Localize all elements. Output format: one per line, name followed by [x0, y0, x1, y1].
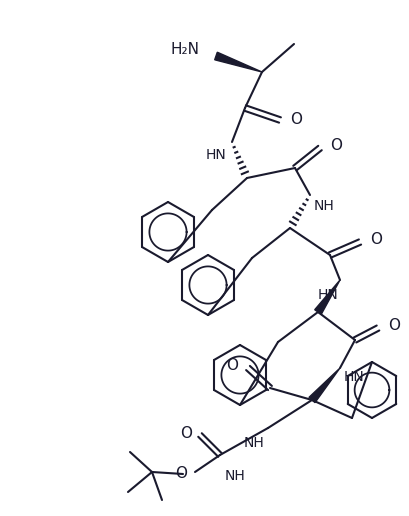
Text: NH: NH [243, 436, 264, 450]
Text: HN: HN [317, 288, 338, 302]
Polygon shape [315, 280, 340, 314]
Text: O: O [388, 318, 400, 333]
Text: O: O [180, 426, 192, 441]
Polygon shape [309, 368, 340, 402]
Polygon shape [215, 52, 262, 72]
Text: O: O [226, 359, 238, 374]
Text: O: O [290, 112, 302, 127]
Text: O: O [175, 466, 187, 481]
Text: NH: NH [314, 199, 335, 213]
Text: H₂N: H₂N [171, 42, 200, 57]
Text: O: O [370, 233, 382, 248]
Text: HN: HN [205, 148, 226, 162]
Text: HN: HN [344, 370, 365, 384]
Text: O: O [330, 138, 342, 153]
Text: NH: NH [225, 469, 246, 483]
